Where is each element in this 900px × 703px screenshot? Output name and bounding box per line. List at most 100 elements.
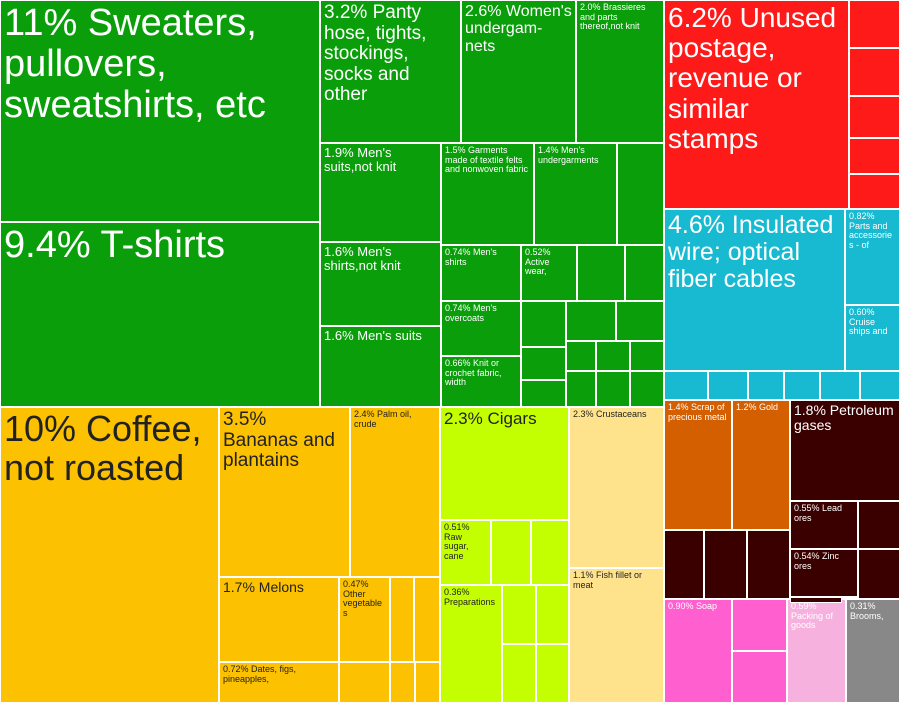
tile-label: 1.5% Garments made of textile felts and … bbox=[445, 145, 529, 175]
tile-mens-suits: 1.6% Men's suits bbox=[320, 326, 441, 407]
tile-label: 0.66% Knit or crochet fabric, width bbox=[445, 358, 502, 388]
tile-label: 2.0% Brassieres and parts thereof,not kn… bbox=[580, 2, 646, 32]
tile-brooms: 0.31% Brooms, bbox=[846, 599, 900, 703]
tile-gold: 1.2% Gold bbox=[732, 400, 790, 530]
tile-crustaceans: 2.3% Crustaceans bbox=[569, 407, 664, 568]
tile-label: 11% Sweaters, pullovers, sweatshirts, et… bbox=[4, 2, 266, 127]
tile-minor bbox=[414, 577, 440, 662]
tile-womens-under: 2.6% Women's undergam-nets bbox=[461, 0, 576, 143]
tile-minor bbox=[491, 520, 531, 585]
tile-label: 1.6% Men's shirts,not knit bbox=[324, 244, 401, 274]
tile-mens-shirts: 0.74% Men's shirts bbox=[441, 245, 521, 301]
tile-minor bbox=[566, 341, 596, 371]
tile-minor bbox=[849, 0, 900, 48]
tile-minor bbox=[708, 371, 748, 400]
tile-label: 10% Coffee, not roasted bbox=[4, 408, 202, 488]
tile-minor bbox=[858, 549, 900, 599]
tile-knit-fabric: 0.66% Knit or crochet fabric, width bbox=[441, 356, 521, 407]
tile-minor bbox=[596, 371, 630, 407]
tile-label: 0.60% Cruise ships and bbox=[849, 307, 888, 337]
tile-minor bbox=[536, 644, 569, 703]
tile-label: 6.2% Unused postage, revenue or similar … bbox=[668, 2, 837, 154]
tile-other-veg: 0.47% Other vegetables bbox=[339, 577, 390, 662]
tile-mens-suits-nk: 1.9% Men's suits,not knit bbox=[320, 143, 441, 242]
tile-minor bbox=[747, 530, 790, 599]
tile-palm-oil: 2.4% Palm oil, crude bbox=[350, 407, 440, 577]
tile-label: 2.3% Crustaceans bbox=[573, 409, 647, 419]
tile-label: 1.2% Gold bbox=[736, 402, 779, 412]
tile-minor bbox=[625, 245, 664, 301]
tile-tshirts: 9.4% T-shirts bbox=[0, 222, 320, 407]
tile-sweaters: 11% Sweaters, pullovers, sweatshirts, et… bbox=[0, 0, 320, 222]
tile-insulated-wire: 4.6% Insulated wire; optical fiber cable… bbox=[664, 209, 845, 371]
tile-label: 1.4% Men's undergarments bbox=[538, 145, 599, 165]
tile-zinc-ores: 0.54% Zinc ores bbox=[790, 549, 858, 597]
tile-bananas: 3.5% Bananas and plantains bbox=[219, 407, 350, 577]
tile-label: 4.6% Insulated wire; optical fiber cable… bbox=[668, 211, 834, 293]
tile-label: 2.3% Cigars bbox=[444, 409, 537, 428]
tile-label: 1.1% Fish fillet or meat bbox=[573, 570, 643, 590]
tile-label: 3.5% Bananas and plantains bbox=[223, 409, 335, 472]
tile-postage: 6.2% Unused postage, revenue or similar … bbox=[664, 0, 849, 209]
tile-label: 2.6% Women's undergam-nets bbox=[465, 3, 572, 55]
tile-minor bbox=[502, 644, 536, 703]
tile-minor bbox=[748, 371, 784, 400]
tile-cigars: 2.3% Cigars bbox=[440, 407, 569, 520]
tile-label: 1.6% Men's suits bbox=[324, 328, 422, 343]
tile-minor bbox=[536, 585, 569, 644]
tile-minor bbox=[415, 662, 440, 703]
tile-label: 1.8% Petroleum gases bbox=[794, 402, 894, 434]
tile-pantyhose: 3.2% Panty hose, tights, stockings, sock… bbox=[320, 0, 461, 143]
tile-mens-shirts-nk: 1.6% Men's shirts,not knit bbox=[320, 242, 441, 326]
tile-minor bbox=[339, 662, 390, 703]
tile-minor bbox=[577, 245, 625, 301]
tile-label: 1.7% Melons bbox=[223, 579, 304, 595]
tile-minor bbox=[566, 301, 616, 341]
tile-coffee: 10% Coffee, not roasted bbox=[0, 407, 219, 703]
tile-label: 1.9% Men's suits,not knit bbox=[324, 145, 397, 175]
tile-minor bbox=[531, 520, 569, 585]
tile-minor bbox=[849, 48, 900, 96]
tile-minor bbox=[566, 371, 596, 407]
tile-label: 0.54% Zinc ores bbox=[794, 551, 840, 571]
tile-minor bbox=[860, 371, 900, 400]
tile-label: 0.74% Men's shirts bbox=[445, 247, 497, 267]
tile-label: 0.52% Active wear, bbox=[525, 247, 551, 277]
tile-label: 0.74% Men's overcoats bbox=[445, 303, 497, 323]
tile-label: 1.4% Scrap of precious metal bbox=[668, 402, 727, 422]
tile-minor bbox=[858, 501, 900, 549]
tile-minor bbox=[820, 371, 860, 400]
tile-label: 2.4% Palm oil, crude bbox=[354, 409, 412, 429]
tile-minor bbox=[704, 530, 747, 599]
tile-label: 0.59% Packing of goods bbox=[791, 601, 834, 631]
tile-minor bbox=[630, 341, 664, 371]
tile-garments-felt: 1.5% Garments made of textile felts and … bbox=[441, 143, 534, 245]
tile-label: 0.47% Other vegetables bbox=[343, 579, 383, 619]
tile-packing: 0.59% Packing of goods bbox=[787, 599, 846, 703]
tile-label: 9.4% T-shirts bbox=[4, 224, 226, 266]
tile-minor bbox=[732, 651, 787, 703]
tile-mens-overcoats: 0.74% Men's overcoats bbox=[441, 301, 521, 356]
tile-minor bbox=[521, 301, 566, 347]
tile-minor bbox=[732, 599, 787, 651]
tile-petroleum-gas: 1.8% Petroleum gases bbox=[790, 400, 900, 501]
tile-minor bbox=[630, 371, 664, 407]
tile-minor bbox=[784, 371, 820, 400]
tile-label: 0.72% Dates, figs, pineapples, bbox=[223, 664, 297, 684]
tile-soap-metal: 1.4% Scrap of precious metal bbox=[664, 400, 732, 530]
tile-active-wear: 0.52% Active wear, bbox=[521, 245, 577, 301]
tile-minor bbox=[664, 371, 708, 400]
tile-melons: 1.7% Melons bbox=[219, 577, 339, 662]
tile-minor bbox=[617, 143, 664, 245]
tile-soap: 0.90% Soap bbox=[664, 599, 732, 703]
tile-minor bbox=[521, 347, 566, 380]
tile-dates: 0.72% Dates, figs, pineapples, bbox=[219, 662, 339, 703]
tile-parts-acc: 0.82% Parts and accessories - of bbox=[845, 209, 900, 305]
tile-minor bbox=[849, 96, 900, 138]
tile-label: 3.2% Panty hose, tights, stockings, sock… bbox=[324, 2, 427, 106]
tile-label: 0.82% Parts and accessories - of bbox=[849, 211, 893, 251]
tile-raw-sugar: 0.51% Raw sugar, cane bbox=[440, 520, 491, 585]
tile-label: 0.51% Raw sugar, cane bbox=[444, 522, 470, 562]
tile-minor bbox=[390, 577, 414, 662]
